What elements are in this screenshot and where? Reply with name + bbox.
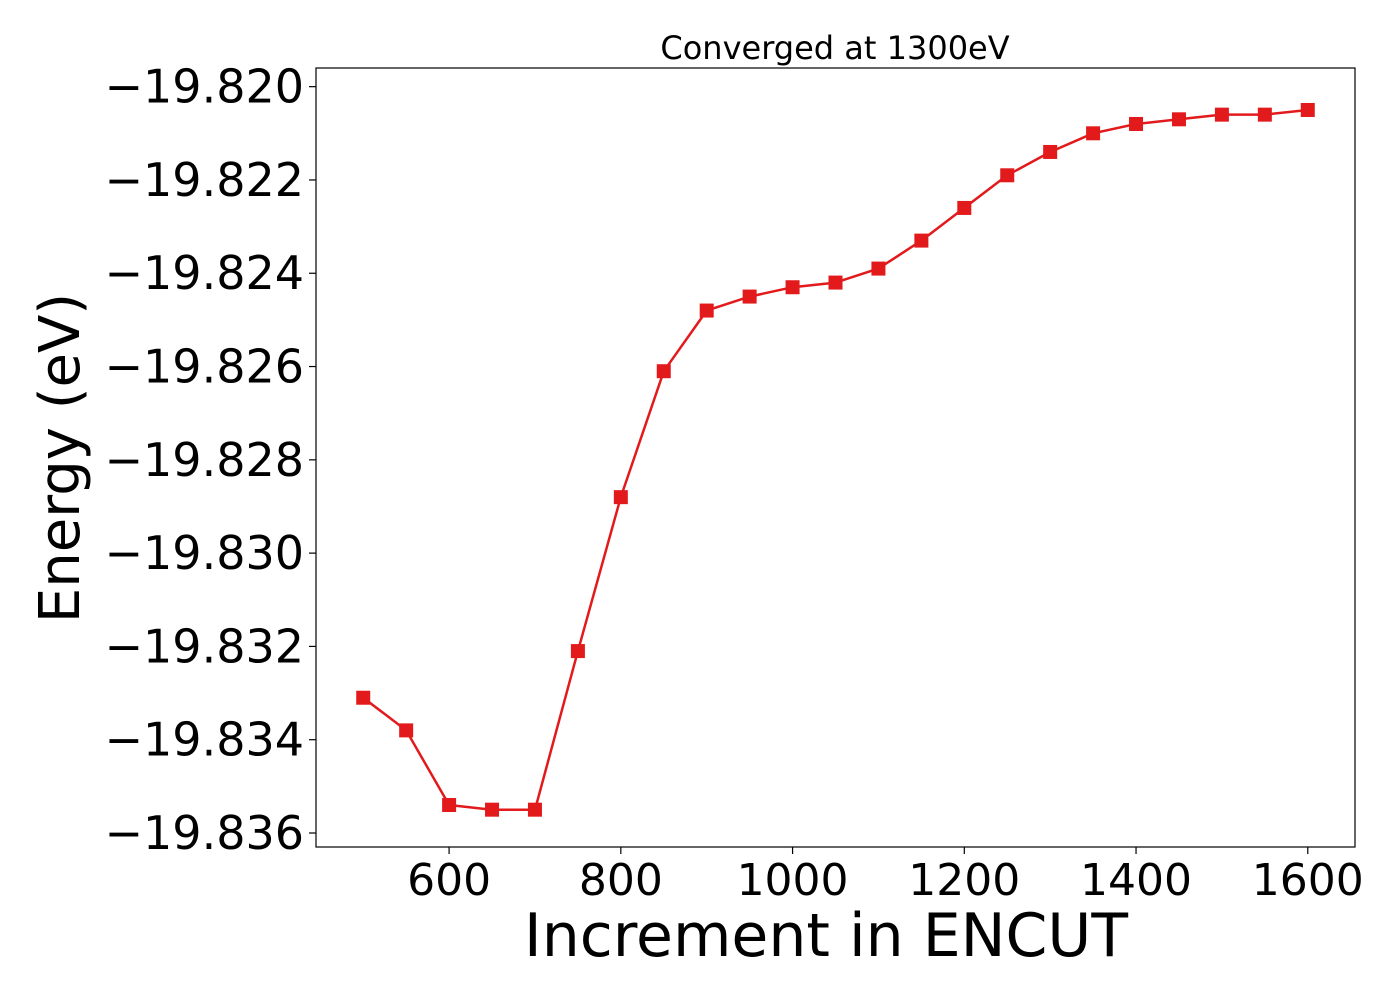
data-point-marker xyxy=(742,289,757,304)
data-point-marker xyxy=(485,802,500,817)
y-tick-label: −19.836 xyxy=(105,806,305,860)
x-tick-label: 1600 xyxy=(1252,855,1364,906)
data-point-marker xyxy=(356,690,371,705)
data-point-marker xyxy=(527,802,542,817)
data-point-marker xyxy=(1214,107,1229,122)
series-line xyxy=(362,108,1308,811)
data-point-marker xyxy=(828,275,843,290)
x-tick-label: 600 xyxy=(407,855,491,906)
y-tick-label: −19.828 xyxy=(105,433,305,487)
data-point-marker xyxy=(957,200,972,215)
data-point-marker xyxy=(1300,102,1315,117)
data-point-marker xyxy=(570,644,585,659)
data-point-marker xyxy=(656,364,671,379)
data-point-marker xyxy=(699,303,714,318)
chart-title: Converged at 1300eV xyxy=(660,29,1009,67)
data-point-marker xyxy=(785,280,800,295)
y-axis-label: Energy (eV) xyxy=(28,293,93,623)
data-point-marker xyxy=(613,490,628,505)
data-point-marker xyxy=(442,798,457,813)
data-point-marker xyxy=(1043,144,1058,159)
data-point-marker xyxy=(1086,126,1101,141)
y-tick-label: −19.822 xyxy=(105,153,305,207)
data-point-marker xyxy=(399,723,414,738)
data-point-marker xyxy=(914,233,929,248)
x-axis-ticks: 600 800 1000 1200 1400 1600 xyxy=(407,847,1364,906)
plot-area-frame xyxy=(315,67,1356,848)
data-point-marker xyxy=(1129,116,1144,131)
data-point-marker xyxy=(1171,112,1186,127)
x-axis-label: Increment in ENCUT xyxy=(524,901,1128,971)
data-point-marker xyxy=(871,261,886,276)
y-tick-label: −19.830 xyxy=(105,526,305,580)
y-tick-label: −19.832 xyxy=(105,619,305,673)
y-tick-label: −19.826 xyxy=(105,340,305,394)
y-tick-label: −19.824 xyxy=(105,246,305,300)
x-tick-label: 1400 xyxy=(1080,855,1192,906)
data-point-marker xyxy=(1000,168,1015,183)
x-tick-label: 1200 xyxy=(908,855,1020,906)
x-tick-label: 1000 xyxy=(737,855,849,906)
series-layer xyxy=(356,102,1315,817)
data-point-marker xyxy=(1257,107,1272,122)
x-tick-label: 800 xyxy=(579,855,663,906)
y-tick-label: −19.834 xyxy=(105,713,305,767)
y-axis-ticks: −19.820 −19.822 −19.824 −19.826 −19.828 −19.8… xyxy=(105,60,316,860)
y-tick-label: −19.820 xyxy=(105,60,305,114)
